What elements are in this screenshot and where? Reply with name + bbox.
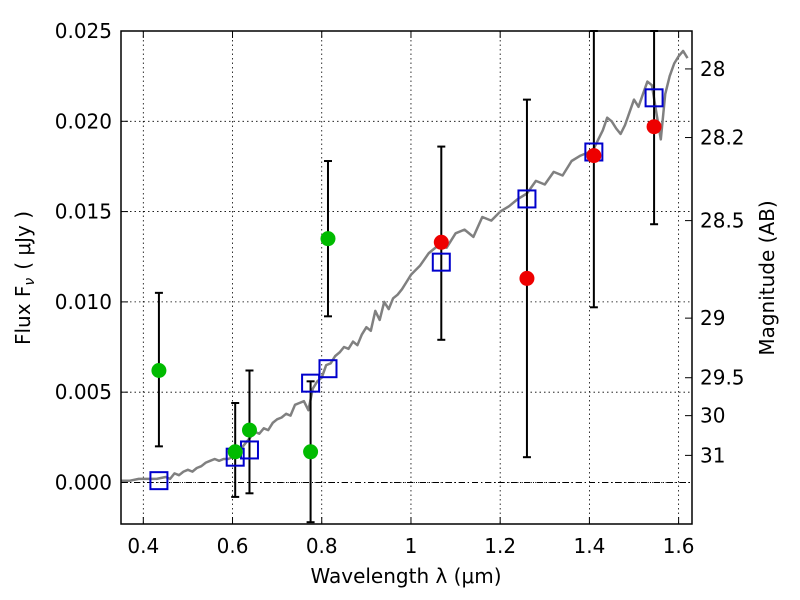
y2-tick-label: 28.5: [700, 209, 745, 233]
green-data-point: [151, 363, 167, 379]
x-tick-label: 0.4: [127, 534, 159, 558]
green-data-point: [320, 231, 336, 247]
model-photometry-square: [517, 189, 537, 209]
plot-frame: [120, 30, 693, 525]
y2-tick-label: 29: [700, 306, 725, 330]
y-axis-label-subscript: ν: [22, 278, 38, 286]
x-tick-label: 1.6: [663, 534, 695, 558]
y-axis-label-unit: ( μJy ): [11, 211, 35, 270]
y2-tick-label: 31: [700, 443, 725, 467]
y-tick-label: 0.000: [55, 470, 112, 494]
model-photometry-square: [149, 471, 169, 491]
red-data-point: [586, 148, 602, 164]
x-tick-label: 1.4: [573, 534, 605, 558]
model-photometry-square: [431, 252, 451, 272]
y2-tick-label: 28: [700, 57, 725, 81]
x-tick-label: 1: [405, 534, 418, 558]
y-tick-label: 0.015: [55, 200, 112, 224]
red-data-point: [519, 270, 535, 286]
green-data-point: [241, 422, 257, 438]
y-axis-label-main: Flux F: [11, 286, 35, 345]
green-data-point: [303, 444, 319, 460]
model-photometry-square: [644, 88, 664, 108]
y2-tick-label: 30: [700, 404, 725, 428]
model-photometry-square: [301, 373, 321, 393]
green-data-point: [227, 444, 243, 460]
y-axis-label: Flux Fν ( μJy ): [11, 211, 38, 345]
y2-tick-label: 28.2: [700, 126, 745, 150]
y-tick-label: 0.020: [55, 109, 112, 133]
model-photometry-square: [318, 359, 338, 379]
red-data-point: [646, 119, 662, 135]
x-tick-label: 0.6: [217, 534, 249, 558]
axis-ticks: [121, 30, 692, 524]
tick-labels: 0.4 0.6 0.8 1 1.2 1.4 1.6 0.000 0.005 0.010 0.015 0…: [55, 19, 745, 558]
data-series: [121, 30, 689, 524]
red-data-point: [433, 234, 449, 250]
y2-tick-label: 29.5: [700, 366, 745, 390]
y-axis-label-group: Flux Fν ( μJy ): [11, 211, 38, 345]
x-tick-label: 1.2: [484, 534, 516, 558]
y-tick-label: 0.005: [55, 380, 112, 404]
x-axis-label: Wavelength λ (μm): [310, 564, 501, 588]
sed-model-line: [121, 49, 689, 482]
x-tick-label: 0.8: [306, 534, 338, 558]
y-tick-label: 0.025: [55, 19, 112, 43]
y2-axis-label: Magnitude (AB): [755, 200, 779, 355]
y-tick-label: 0.010: [55, 290, 112, 314]
